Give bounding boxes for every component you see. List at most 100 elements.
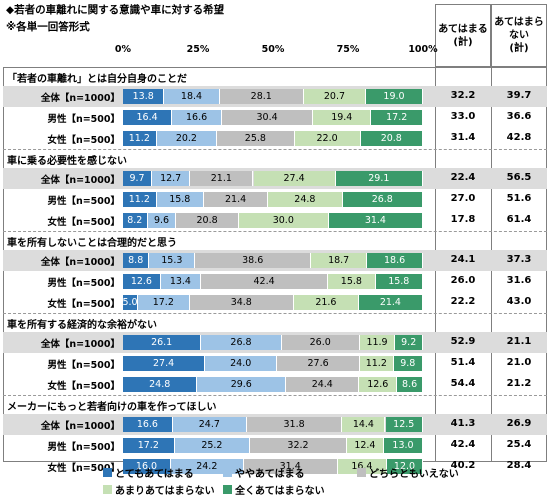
bar-value-label: 17.2 (137, 440, 159, 451)
bar-value-label: 13.8 (132, 91, 154, 102)
bar-value-label: 24.4 (311, 379, 333, 390)
legend-item: あまりあてはまらない (103, 482, 215, 497)
row-label: 男性【n=500】 (47, 442, 120, 453)
bar-segment: 21.4 (358, 295, 423, 310)
bar-segment: 12.0 (387, 459, 423, 474)
bar-value-label: 12.5 (393, 419, 415, 430)
bar-segment: 15.8 (375, 274, 423, 289)
bar-value-label: 27.6 (307, 358, 329, 369)
bar-value-label: 24.8 (294, 194, 316, 205)
row-label: 全体【n=1000】 (40, 93, 120, 104)
agree-total: 32.2 (450, 90, 476, 101)
row-label: 女性【n=500】 (47, 381, 120, 392)
bar-value-label: 17.2 (386, 112, 408, 123)
row-label: 男性【n=500】 (47, 278, 120, 289)
bar-row: 11.2 15.8 21.4 24.8 26.8 (123, 192, 423, 207)
row-label: 全体【n=1000】 (40, 175, 120, 186)
bar-value-label: 27.4 (283, 173, 305, 184)
bar-value-label: 18.4 (180, 91, 203, 102)
bar-segment: 16.6 (172, 110, 222, 125)
agree-total: 54.4 (450, 378, 476, 389)
bar-row: 12.6 13.4 42.4 15.8 15.8 (123, 274, 423, 289)
bar-segment: 31.4 (243, 459, 338, 474)
bar-segment: 24.4 (286, 377, 360, 392)
bar-value-label: 31.4 (364, 215, 386, 226)
bar-segment: 13.4 (160, 274, 201, 289)
bar-segment: 27.4 (123, 356, 206, 371)
bar-segment: 21.1 (190, 171, 254, 186)
bar-value-label: 31.8 (283, 419, 305, 430)
agree-total: 51.4 (450, 357, 476, 368)
bar-segment: 24.7 (172, 417, 247, 432)
bar-segment: 24.0 (205, 356, 278, 371)
bar-value-label: 27.4 (153, 358, 175, 369)
agree-total: 33.0 (450, 111, 476, 122)
bar-segment: 38.6 (195, 253, 312, 268)
row-label: 全体【n=1000】 (40, 257, 120, 268)
bar-segment: 20.8 (176, 213, 239, 228)
legend-swatch (103, 485, 112, 494)
bar-segment: 21.6 (294, 295, 359, 310)
bar-value-label: 20.2 (175, 133, 197, 144)
agree-total: 24.1 (450, 254, 476, 265)
bar-segment: 11.2 (360, 356, 394, 371)
bar-value-label: 8.8 (128, 255, 144, 266)
bar-segment: 16.6 (123, 417, 173, 432)
bar-segment: 16.4 (337, 459, 387, 474)
bar-segment: 42.4 (201, 274, 329, 289)
disagree-total: 42.8 (506, 132, 532, 143)
disagree-total: 39.7 (506, 90, 532, 101)
agree-total: 17.8 (450, 214, 476, 225)
bar-value-label: 19.0 (383, 91, 405, 102)
legend-item: どちらともいえない (357, 465, 459, 480)
bar-segment: 20.8 (360, 131, 423, 146)
bar-segment: 24.8 (268, 192, 343, 207)
bar-value-label: 11.2 (128, 133, 150, 144)
bar-segment: 25.2 (174, 438, 251, 453)
x-tick-label: 75% (336, 44, 360, 55)
disagree-total: 25.4 (506, 439, 532, 450)
bar-segment: 31.4 (328, 213, 423, 228)
bar-value-label: 20.8 (380, 133, 402, 144)
bar-segment: 27.6 (277, 356, 360, 371)
disagree-total: 36.6 (506, 111, 532, 122)
bar-value-label: 28.1 (250, 91, 272, 102)
bar-segment: 11.2 (123, 131, 157, 146)
disagree-total: 21.1 (506, 336, 532, 347)
bar-segment: 28.1 (219, 89, 304, 104)
bar-value-label: 30.0 (272, 215, 294, 226)
bar-segment: 13.0 (384, 438, 423, 453)
chart-title: ◆若者の車離れに関する意識や車に対する希望 (6, 4, 225, 16)
bar-value-label: 14.4 (352, 419, 374, 430)
bar-segment: 30.0 (238, 213, 329, 228)
group-title: 「若者の車離れ」とは自分自身のことだ (7, 74, 187, 85)
column-header-agree: あてはまる (計) (435, 4, 491, 67)
column-header-disagree: あてはまらない (計) (491, 4, 547, 67)
bar-segment: 32.2 (250, 438, 347, 453)
bar-segment: 8.6 (397, 377, 423, 392)
bar-row: 11.2 20.2 25.8 22.0 20.8 (123, 131, 423, 146)
bar-segment: 17.2 (123, 438, 175, 453)
legend-label: どちらともいえない (369, 469, 459, 480)
group-separator (3, 149, 547, 150)
bar-value-label: 25.8 (244, 133, 266, 144)
bar-segment: 12.6 (123, 274, 161, 289)
bar-value-label: 30.4 (256, 112, 278, 123)
bar-row: 13.8 18.4 28.1 20.7 19.0 (123, 89, 423, 104)
x-tick-label: 100% (408, 44, 438, 55)
bar-row: 16.4 16.6 30.4 19.4 17.2 (123, 110, 423, 125)
agree-total: 26.0 (450, 275, 476, 286)
disagree-total: 26.9 (506, 418, 532, 429)
bar-segment: 17.2 (371, 110, 423, 125)
bar-value-label: 13.4 (169, 276, 191, 287)
bar-value-label: 16.4 (351, 461, 373, 472)
bar-value-label: 15.3 (161, 255, 183, 266)
bar-segment: 25.8 (217, 131, 295, 146)
disagree-total: 56.5 (506, 172, 532, 183)
bar-segment: 27.4 (253, 171, 336, 186)
bar-segment: 8.2 (123, 213, 148, 228)
bar-segment: 16.4 (123, 110, 173, 125)
chart-subtitle: ※各単一回答形式 (6, 21, 90, 33)
bar-row: 8.2 9.6 20.8 30.0 31.4 (123, 213, 423, 228)
bar-segment: 9.2 (395, 335, 423, 350)
